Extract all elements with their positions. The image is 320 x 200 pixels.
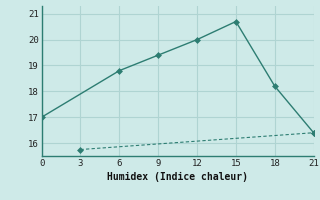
X-axis label: Humidex (Indice chaleur): Humidex (Indice chaleur) <box>107 172 248 182</box>
